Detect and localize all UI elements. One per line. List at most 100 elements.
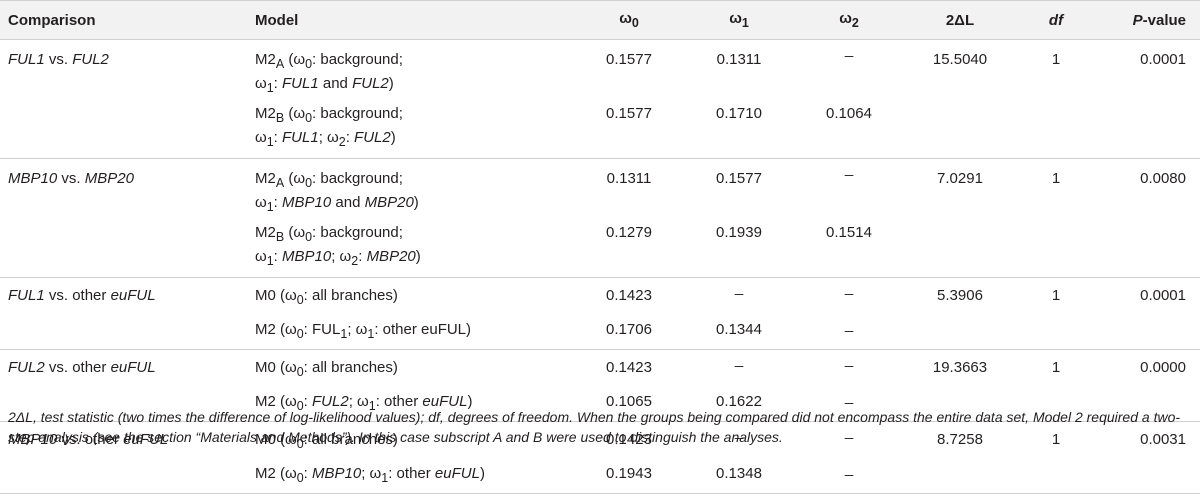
p-italic: P [1132, 11, 1143, 29]
comparison-cell [0, 217, 247, 278]
omega1-cell: 0.1622 [684, 387, 794, 422]
omega1-cell: _ [734, 351, 744, 368]
df-label: df [1048, 11, 1064, 29]
comparison-word: MBP20 [84, 170, 134, 187]
omega1-cell: 0.1311 [716, 51, 762, 68]
df-cell: 1 [1051, 287, 1061, 304]
omega2-cell: _ [844, 160, 854, 177]
two-delta-l-cell: 8.7258 [937, 431, 983, 448]
comparison-word: vs. [61, 170, 81, 187]
omega2-label: ω2 [839, 10, 859, 30]
table-row: MBP10 vs. other euFUL M0 (ω0: all branche… [0, 422, 1200, 460]
model-cell: M2B (ω0: background; ω1: MBP10; ω2: MBP20… [247, 217, 574, 278]
two-delta-l-cell [904, 98, 1016, 159]
p-value-cell: 0.0031 [1140, 431, 1186, 448]
df-cell [1016, 217, 1096, 278]
two-delta-l-cell: 7.0291 [937, 170, 983, 187]
table-row: M2B (ω0: background; ω1: MBP10; ω2: MBP20… [0, 217, 1200, 278]
omega2-cell: _ [844, 279, 854, 296]
two-delta-l-cell: 15.5040 [932, 51, 988, 68]
p-value-cell [1096, 98, 1200, 159]
model-cell: M0 (ω0: all branches) [255, 287, 398, 307]
header-df: df [1016, 0, 1096, 40]
omega0-cell: 0.1423 [606, 287, 652, 304]
omega1-label: ω1 [729, 10, 749, 30]
p-value-cell: 0.0080 [1140, 170, 1186, 187]
comparison-word: MBP10 [8, 431, 58, 448]
comparison-cell: MBP10 vs. MBP20 [0, 159, 247, 218]
comparison-word: MBP10 [8, 170, 58, 187]
comparison-word: other [72, 359, 107, 376]
comparison-word: FUL1 [8, 51, 45, 68]
table-row: FUL1 vs. FUL2 M2A (ω0: background; ω1: FUL… [0, 40, 1200, 99]
p-rest: -value [1142, 11, 1186, 29]
model-cell: M2 (ω0: MBP10; ω1: other euFUL) [247, 459, 574, 494]
model-cell: M2 (ω0: FUL2; ω1: other euFUL) [247, 387, 574, 422]
table-row: M2 (ω0: FUL2; ω1: other euFUL) 0.1065 0.16… [0, 387, 1200, 422]
omega2-cell: _ [844, 351, 854, 368]
omega0-cell: 0.1577 [606, 51, 652, 68]
model-cell: M0 (ω0: all branches) [255, 431, 398, 451]
comparison-word: vs. [48, 51, 69, 68]
comparison-cell: FUL2 vs. other euFUL [0, 350, 247, 388]
df-cell [1016, 98, 1096, 159]
comparison-word: FUL2 [72, 51, 109, 68]
table-row: FUL2 vs. other euFUL M0 (ω0: all branches… [0, 350, 1200, 388]
two-delta-l-cell: 19.3663 [932, 359, 988, 376]
table-row: MBP10 vs. MBP20 M2A (ω0: background; ω1: M… [0, 159, 1200, 218]
omega1-cell: _ [734, 279, 744, 296]
omega0-cell: 0.1311 [606, 170, 652, 187]
table-row: M2 (ω0: FUL1; ω1: other euFUL) 0.1706 0.13… [0, 315, 1200, 350]
header-2deltaL: 2ΔL [904, 0, 1016, 40]
omega2-cell: 0.1514 [794, 217, 904, 278]
omega1-cell: 0.1577 [716, 170, 762, 187]
p-value-cell [1096, 387, 1200, 422]
header-omega0: ω0 [574, 0, 684, 40]
p-value-cell: 0.0000 [1140, 359, 1186, 376]
two-delta-l-cell [904, 387, 1016, 422]
omega0-cell: 0.1577 [574, 98, 684, 159]
omega0-cell: 0.1943 [574, 459, 684, 494]
omega-symbol: ω [729, 10, 742, 27]
omega1-cell: _ [734, 423, 744, 440]
df-cell: 1 [1051, 359, 1061, 376]
omega0-cell: 0.1423 [606, 359, 652, 376]
omega-index: 2 [851, 16, 859, 30]
comparison-word: other [72, 287, 107, 304]
comparison-cell: MBP10 vs. other euFUL [0, 422, 247, 460]
comparison-word: FUL2 [8, 359, 45, 376]
comparison-word: vs. [61, 431, 81, 448]
header-model: Model [247, 0, 574, 40]
comparison-cell: FUL1 vs. FUL2 [0, 40, 247, 99]
omega2-cell: _ [794, 315, 904, 350]
comparison-cell [0, 459, 247, 494]
omega0-label: ω0 [619, 10, 639, 30]
table-body: FUL1 vs. FUL2 M2A (ω0: background; ω1: FUL… [0, 40, 1200, 494]
p-value-cell: 0.0001 [1140, 51, 1186, 68]
omega1-cell: 0.1348 [684, 459, 794, 494]
header-comparison: Comparison [0, 0, 247, 40]
two-delta-l-cell [904, 217, 1016, 278]
comparison-cell [0, 98, 247, 159]
two-delta-l-cell [904, 315, 1016, 350]
table-header: Comparison Model ω0 ω1 ω2 2ΔL df P-value [0, 0, 1200, 40]
table-row: M2 (ω0: MBP10; ω1: other euFUL) 0.1943 0.1… [0, 459, 1200, 494]
comparison-word: FUL1 [8, 287, 45, 304]
header-row: Comparison Model ω0 ω1 ω2 2ΔL df P-value [0, 0, 1200, 40]
p-value-cell: 0.0001 [1140, 287, 1186, 304]
omega1-cell: 0.1344 [684, 315, 794, 350]
table-footnote: 2ΔL, test statistic (two times the diffe… [8, 409, 1181, 445]
df-cell [1016, 387, 1096, 422]
omega-index: 1 [741, 16, 749, 30]
comparison-word: vs. [48, 359, 69, 376]
omega-index: 0 [631, 16, 639, 30]
omega-symbol: ω [619, 10, 632, 27]
p-value-cell [1096, 217, 1200, 278]
header-p-value: P-value [1096, 0, 1200, 40]
comparison-word: euFUL [123, 431, 169, 448]
comparison-word: vs. [48, 287, 69, 304]
omega0-cell: 0.1706 [574, 315, 684, 350]
header-omega1: ω1 [684, 0, 794, 40]
omega0-cell: 0.1279 [574, 217, 684, 278]
